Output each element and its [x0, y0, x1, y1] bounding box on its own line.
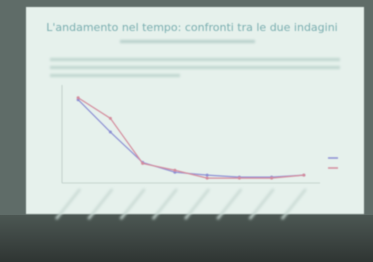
- paragraph-blur: [50, 66, 340, 69]
- data-point: [270, 177, 273, 180]
- data-point: [206, 177, 209, 180]
- data-point: [302, 174, 305, 177]
- data-point: [109, 131, 112, 134]
- chart-title: L'andamento nel tempo: confronti tra le …: [46, 21, 337, 34]
- data-point: [238, 177, 241, 180]
- data-point: [141, 162, 144, 165]
- screenshot: L'andamento nel tempo: confronti tra le …: [0, 0, 373, 262]
- data-point: [77, 96, 80, 99]
- paragraph-blur: [50, 74, 180, 77]
- floor: [0, 215, 373, 262]
- data-point: [173, 169, 176, 172]
- paragraph-blur: [50, 58, 340, 61]
- data-point: [206, 174, 209, 177]
- subtitle-blur: [120, 40, 255, 43]
- data-point: [109, 117, 112, 120]
